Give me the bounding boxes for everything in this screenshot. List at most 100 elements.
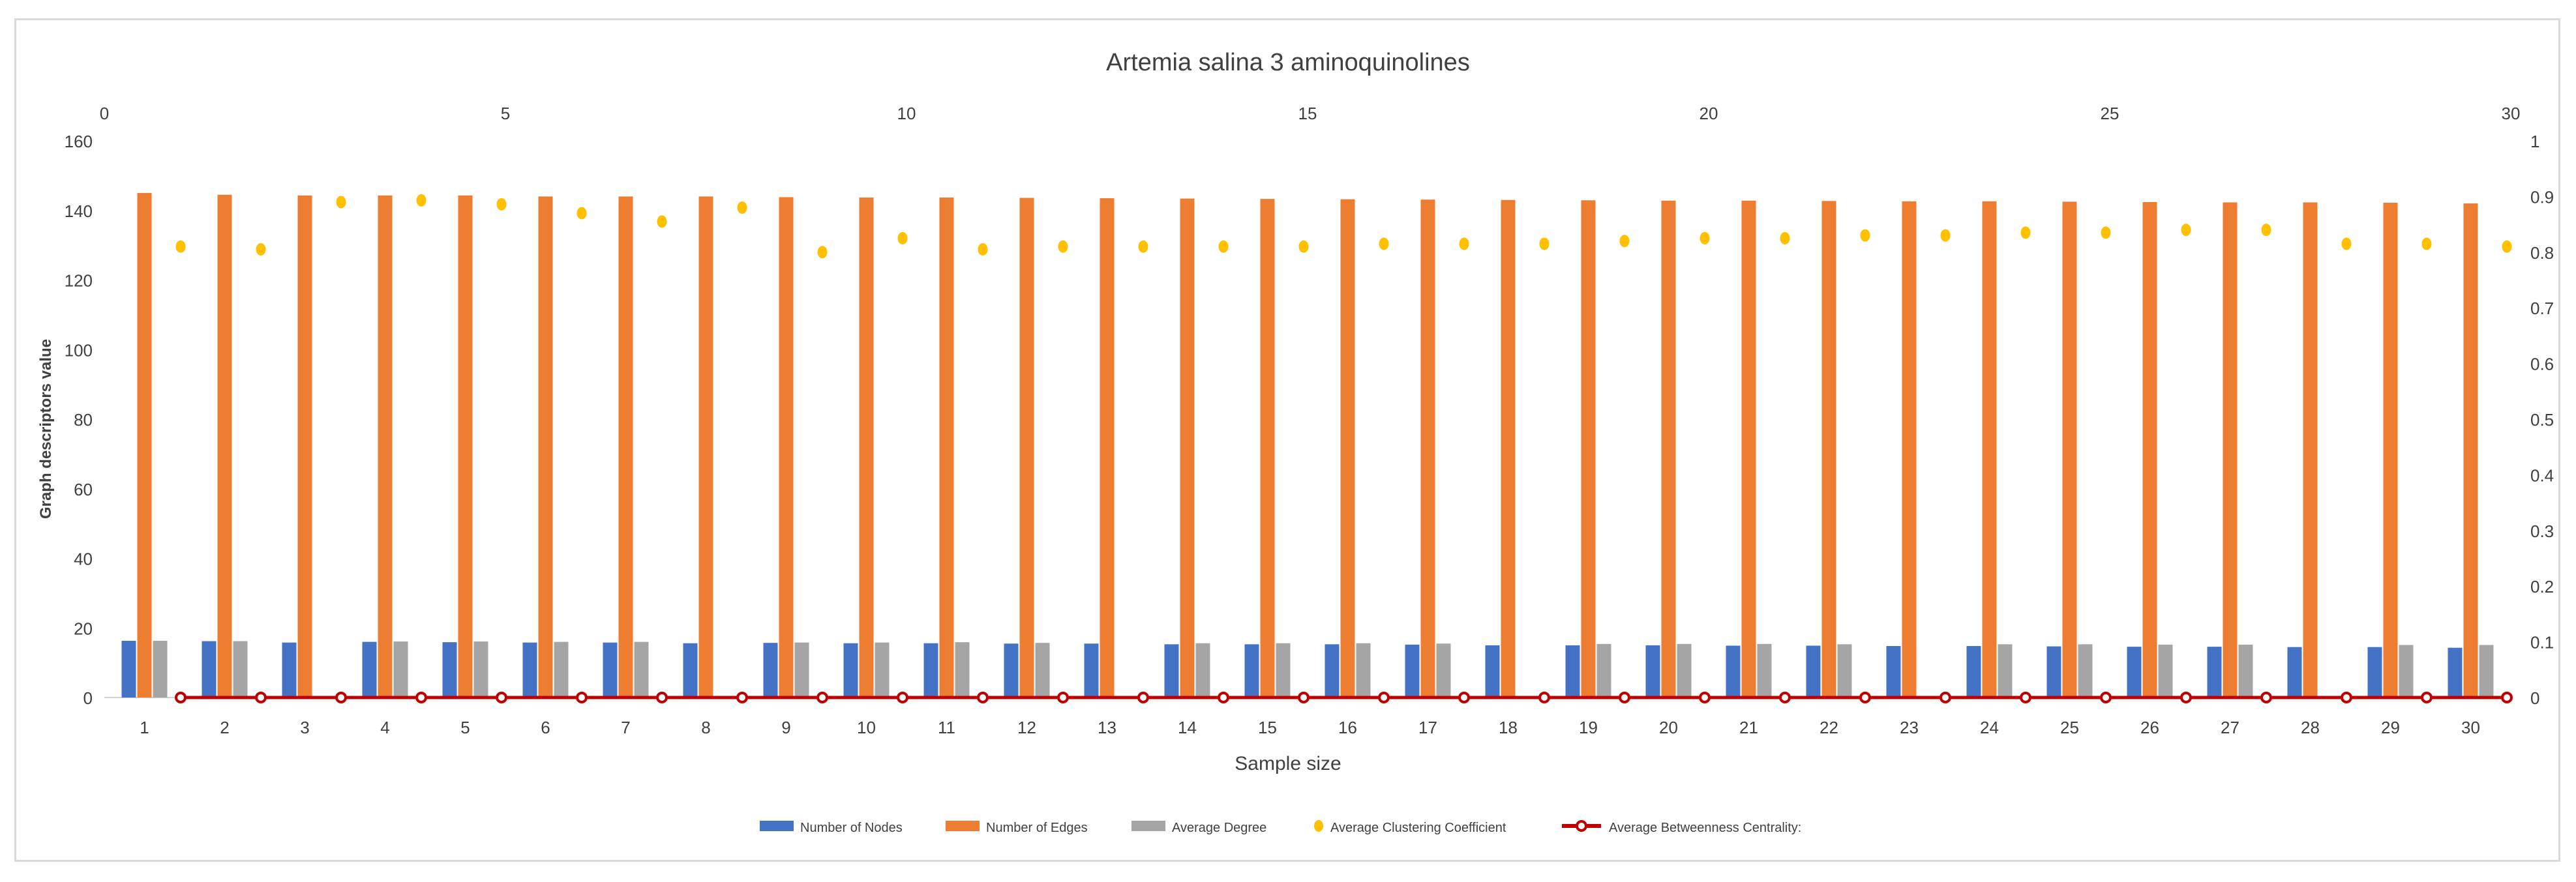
bar-number-of-edges [1661,200,1676,698]
bar-average-degree [1677,643,1692,698]
y2-tick-label: 0.5 [2530,410,2554,430]
betweenness-point [1779,692,1791,703]
bar-number-of-nodes [1565,645,1580,698]
legend-label: Average Degree [1172,821,1266,835]
bar-number-of-edges [458,195,473,698]
clustering-point [496,198,507,211]
y-tick-label: 80 [74,410,93,430]
bar-number-of-nodes [1405,644,1420,698]
y2-tick-label: 0.4 [2530,465,2554,485]
x2-tick-label: 15 [1298,104,1317,123]
bar-average-degree [2238,644,2253,698]
x2-tick-label: 0 [100,104,109,123]
x-tick-label: 11 [938,718,955,737]
bar-number-of-edges [217,194,232,698]
betweenness-point [1378,692,1390,703]
bar-number-of-edges [698,196,713,698]
bar-number-of-edges [1100,198,1115,698]
x-tick-label: 21 [1739,718,1758,737]
clustering-point [1379,237,1389,250]
chart-title: Artemia salina 3 aminoquinolines [1106,49,1470,76]
bar-number-of-nodes [442,642,457,698]
bar-number-of-nodes [522,642,537,698]
clustering-point [1459,237,1469,250]
bar-number-of-edges [1420,199,1435,698]
x-tick-label: 12 [1017,718,1036,737]
x-tick-label: 15 [1258,718,1277,737]
bar-number-of-edges [779,197,794,698]
legend-swatch [1131,821,1165,831]
betweenness-point [2341,692,2352,703]
clustering-point [256,243,266,256]
bar-number-of-edges [1260,199,1275,698]
clustering-point [817,246,828,259]
bar-average-degree [1596,643,1611,698]
bar-average-degree [634,641,649,698]
legend-label: Average Clustering Coefficient [1330,821,1506,835]
y-tick-label: 60 [74,480,93,499]
bar-number-of-nodes [1645,645,1660,698]
bar-number-of-nodes [683,643,698,698]
x-tick-label: 10 [857,718,876,737]
clustering-point [2101,226,2111,239]
clustering-point [1218,240,1229,253]
bar-average-degree [1035,643,1050,698]
bar-average-degree [1356,643,1371,698]
clustering-point [1058,240,1068,253]
legend-swatch [760,821,794,831]
betweenness-point [897,692,908,703]
bar-average-degree [393,641,408,698]
clustering-point [737,201,747,214]
bar-number-of-nodes [2287,647,2302,698]
bar-number-of-edges [1501,199,1516,698]
betweenness-point [2020,692,2031,703]
bar-number-of-edges [1180,198,1195,698]
bar-number-of-edges [538,196,553,698]
y-tick-label: 40 [74,550,93,569]
betweenness-point [2180,692,2192,703]
clustering-point [2181,224,2191,237]
x-tick-label: 22 [1820,718,1838,737]
x-tick-label: 1 [140,718,149,737]
x-tick-label: 26 [2140,718,2159,737]
bar-number-of-nodes [362,641,377,698]
x-tick-label: 17 [1418,718,1437,737]
bar-number-of-edges [1982,201,1997,698]
betweenness-point [1699,692,1711,703]
betweenness-point [2421,692,2433,703]
y-tick-label: 140 [65,201,93,221]
betweenness-point [1218,692,1229,703]
betweenness-point [1859,692,1871,703]
bar-number-of-edges [2062,201,2077,698]
bar-number-of-edges [2303,202,2318,698]
clustering-point [2502,240,2512,253]
bar-average-degree [875,642,890,698]
bar-number-of-nodes [1164,644,1179,698]
clustering-point [2261,224,2271,237]
y-tick-label: 0 [83,688,93,708]
bar-number-of-nodes [1726,645,1741,698]
bar-average-degree [153,640,168,698]
betweenness-point [496,692,507,703]
x-tick-label: 8 [701,718,710,737]
clustering-point [1298,240,1309,253]
x-tick-label: 13 [1098,718,1116,737]
bar-number-of-edges [137,193,152,698]
bar-number-of-edges [297,195,312,698]
x2-tick-label: 20 [1700,104,1718,123]
y-axis-label: Graph descriptors value [37,339,55,519]
bar-average-degree [2399,645,2414,698]
betweenness-point [576,692,588,703]
betweenness-point [977,692,989,703]
bar-number-of-edges [1741,200,1756,698]
x-tick-label: 6 [541,718,550,737]
bar-number-of-nodes [843,643,858,698]
x-tick-label: 16 [1338,718,1357,737]
bar-average-degree [1195,643,1210,698]
bar-average-degree [1998,644,2013,698]
bar-number-of-edges [939,198,954,698]
legend-swatch [1314,820,1323,832]
betweenness-point [1298,692,1310,703]
x-tick-label: 4 [380,718,389,737]
